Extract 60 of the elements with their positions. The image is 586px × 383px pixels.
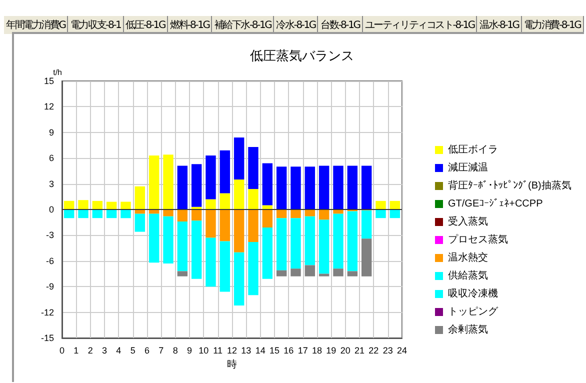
x-tick-label: 3	[102, 346, 108, 356]
legend-label: 背圧ﾀｰﾎﾞ･ﾄｯﾋﾟﾝｸﾞ(B)抽蒸気	[448, 180, 572, 192]
text: 電力収支-8-1	[68, 16, 124, 34]
legend-label: プロセス蒸気	[448, 234, 508, 246]
legend-label: 受入蒸気	[448, 216, 488, 228]
x-tick-label: 16	[284, 346, 294, 356]
chart-title: 低圧蒸気バランス	[250, 48, 354, 63]
x-tick-label: 11	[213, 346, 223, 356]
y-axis-title: t/h	[53, 68, 62, 78]
x-tick-label: 17	[298, 346, 308, 356]
text: 台数-8-1G	[318, 16, 363, 34]
x-tick-label: 7	[158, 346, 164, 356]
legend-label: 吸収冷凍機	[448, 288, 498, 300]
y-tick-label: -12	[40, 307, 54, 318]
y-tick-label: 0	[48, 204, 54, 214]
x-axis-title: 時	[227, 358, 237, 370]
x-tick-label: 9	[186, 346, 192, 356]
x-tick-label: 20	[340, 346, 350, 356]
text: 低圧-8-1G	[124, 16, 168, 34]
y-tick-label: 3	[48, 178, 54, 189]
legend-label: GT/GEｺｰｼﾞｪﾈ+CCPP	[448, 198, 544, 210]
y-tick-label: -9	[46, 282, 54, 292]
text: 燃料-8-1G	[168, 16, 212, 34]
x-tick-label: 0	[59, 346, 65, 356]
x-tick-label: 12	[226, 346, 238, 356]
x-tick-label: 15	[269, 346, 280, 356]
y-tick-label: 12	[44, 102, 54, 112]
x-tick-label: 1	[74, 346, 79, 356]
x-tick-label: 8	[172, 346, 178, 356]
x-tick-label: 5	[130, 346, 136, 356]
y-tick-label: -3	[46, 230, 54, 240]
legend-label: 余剰蒸気	[448, 324, 488, 336]
x-tick-label: 14	[255, 346, 266, 356]
legend-label: 温水熱交	[448, 252, 488, 264]
legend-label: トッピング	[448, 306, 499, 318]
text: 年間電力消費G	[4, 16, 68, 34]
text: 電力消費-8-1G	[522, 16, 584, 34]
x-tick-label: 19	[326, 346, 336, 356]
y-tick-label: 15	[44, 76, 54, 86]
x-tick-label: 18	[312, 346, 322, 356]
y-tick-label: 6	[48, 153, 54, 164]
x-tick-label: 6	[144, 346, 150, 356]
x-tick-label: 10	[198, 346, 209, 356]
x-tick-label: 22	[368, 346, 379, 356]
x-tick-label: 23	[382, 346, 393, 356]
y-tick-label: -15	[40, 333, 54, 343]
x-tick-label: 21	[354, 346, 365, 356]
y-tick-label: -6	[46, 256, 54, 266]
x-tick-label: 4	[116, 346, 122, 356]
legend-label: 供給蒸気	[448, 270, 488, 282]
legend-label: 減圧減温	[448, 162, 488, 174]
y-tick-label: 9	[48, 127, 54, 138]
text: ユーティリティコスト-8-1G	[362, 16, 478, 34]
x-tick-label: 13	[241, 346, 252, 356]
text: 温水-8-1G	[477, 16, 522, 34]
text: 補給下水-8-1G	[212, 16, 274, 34]
x-tick-label: 24	[396, 346, 408, 356]
legend-label: 低圧ボイラ	[448, 144, 498, 156]
text: 冷水-8-1G	[274, 16, 318, 34]
x-tick-label: 2	[88, 346, 93, 356]
